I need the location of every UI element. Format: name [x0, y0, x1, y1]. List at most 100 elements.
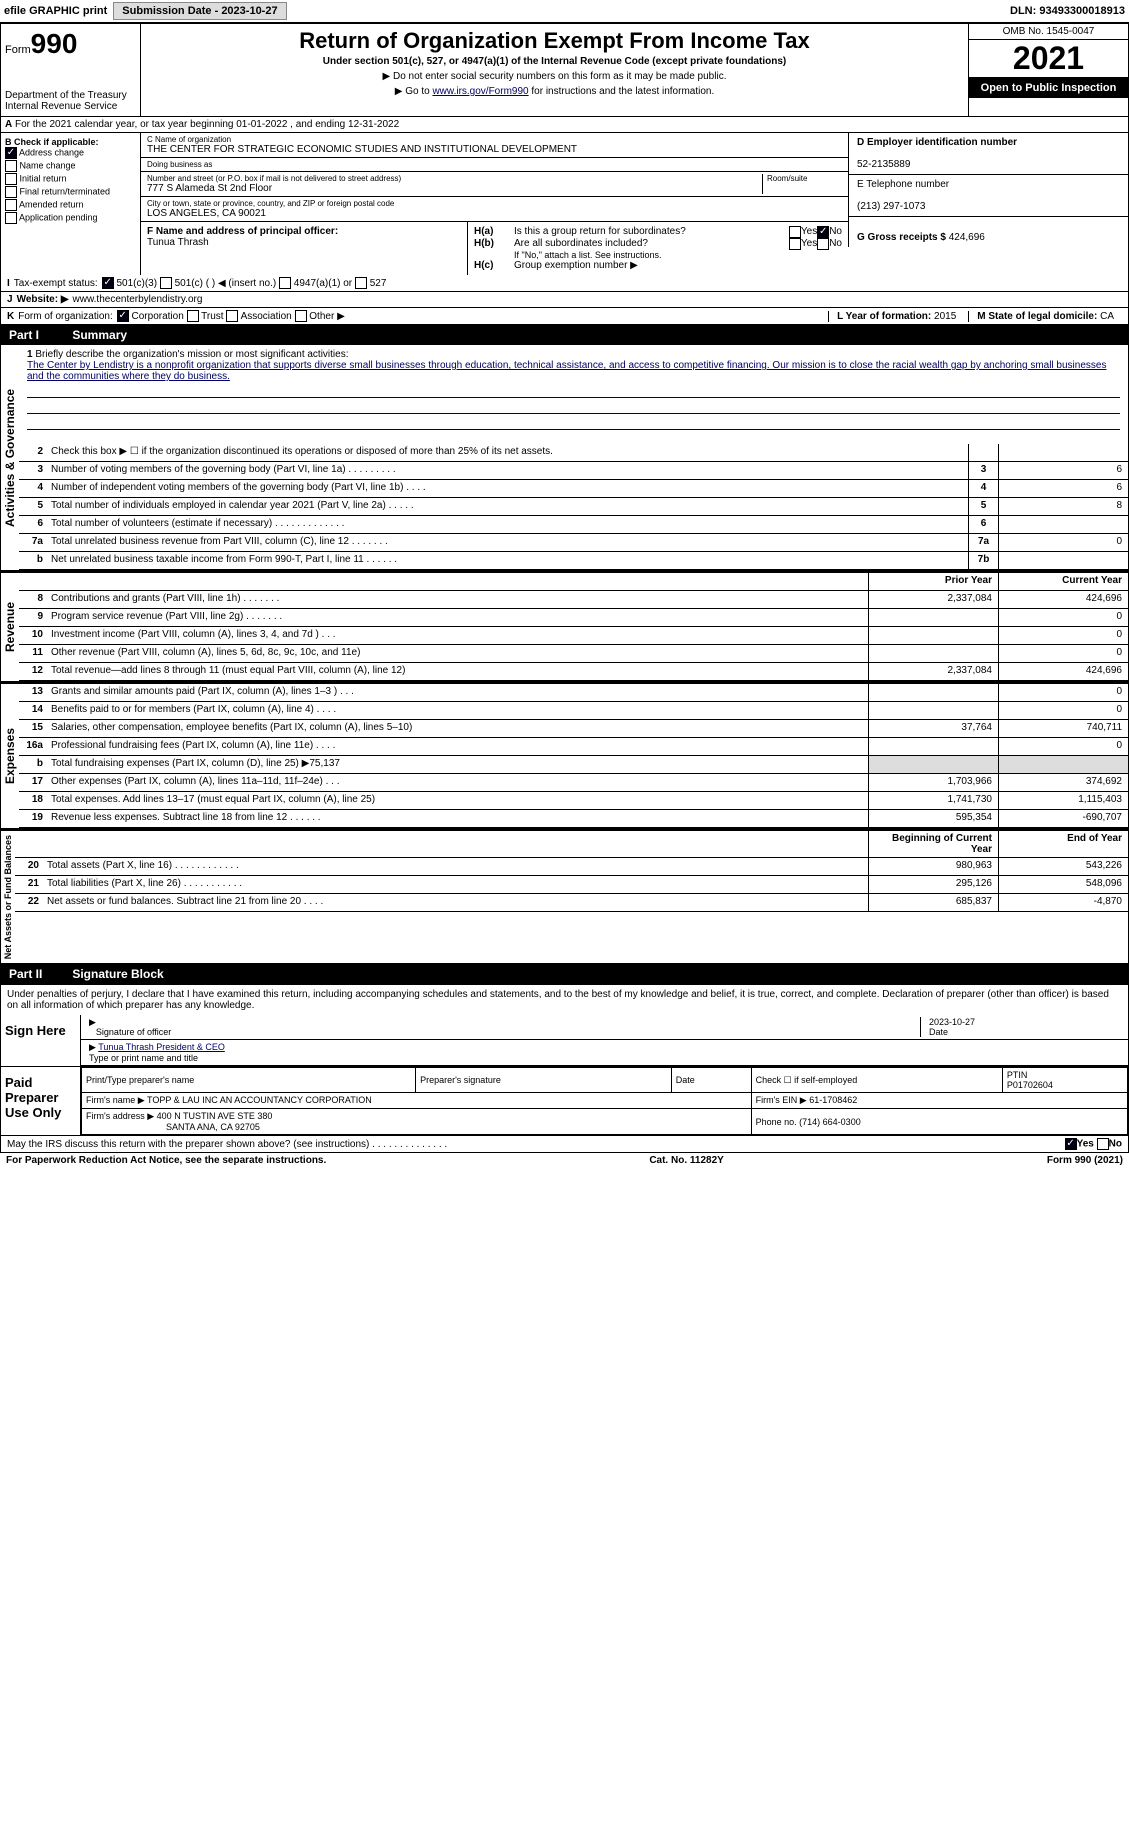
ha-no-checkbox[interactable]: ✓: [817, 226, 829, 238]
hb-note: If "No," attach a list. See instructions…: [474, 250, 842, 260]
dba-label: Doing business as: [147, 160, 842, 169]
gov-line-b: bNet unrelated business taxable income f…: [19, 552, 1128, 570]
form-org-opt[interactable]: Other ▶: [295, 311, 345, 322]
tax-status-opt[interactable]: 4947(a)(1) or: [279, 278, 355, 289]
ptin-cell: PTINP01702604: [1002, 1068, 1127, 1093]
header-right-col: OMB No. 1545-0047 2021 Open to Public In…: [968, 24, 1128, 116]
telephone-label: E Telephone number: [857, 179, 949, 190]
irs-link[interactable]: www.irs.gov/Form990: [432, 86, 528, 97]
yes-label-2: Yes: [801, 238, 817, 250]
revenue-label: Revenue: [1, 573, 19, 681]
ptin-label: PTIN: [1007, 1070, 1028, 1080]
identity-block: B Check if applicable: ✓ Address change …: [1, 133, 1128, 275]
dln-label: DLN: 93493300018913: [1010, 5, 1125, 17]
form-org-opt[interactable]: ✓ Corporation: [117, 311, 187, 322]
form-header: Form990 Department of the Treasury Inter…: [1, 24, 1128, 117]
telephone-box: E Telephone number (213) 297-1073: [848, 175, 1128, 217]
firm-ein: 61-1708462: [809, 1095, 857, 1105]
line-13: 13Grants and similar amounts paid (Part …: [19, 684, 1128, 702]
top-bar: efile GRAPHIC print Submission Date - 20…: [0, 0, 1129, 23]
sig-date-label: Date: [929, 1027, 948, 1037]
checkbox-amended-return[interactable]: Amended return: [5, 199, 136, 211]
org-name-label: C Name of organization: [147, 135, 842, 144]
print-name-label: Type or print name and title: [89, 1053, 198, 1063]
phone-value: (714) 664-0300: [799, 1117, 861, 1127]
firm-name: TOPP & LAU INC AN ACCOUNTANCY CORPORATIO…: [147, 1095, 372, 1105]
prior-year-header: Prior Year: [868, 573, 998, 590]
mission-block: 1 Briefly describe the organization's mi…: [19, 345, 1128, 444]
checkbox-application-pending[interactable]: Application pending: [5, 212, 136, 224]
ein-value: 52-2135889: [857, 159, 910, 170]
form-990-container: Form990 Department of the Treasury Inter…: [0, 23, 1129, 1153]
goto-pre: ▶ Go to: [395, 86, 433, 97]
activities-label: Activities & Governance: [1, 345, 19, 570]
checkbox-final-return-terminated[interactable]: Final return/terminated: [5, 186, 136, 198]
net-label: Net Assets or Fund Balances: [1, 831, 15, 963]
catalog-number: Cat. No. 11282Y: [649, 1155, 723, 1166]
line-18: 18Total expenses. Add lines 13–17 (must …: [19, 792, 1128, 810]
yes-label: Yes: [801, 226, 817, 238]
sign-here-label: Sign Here: [1, 1015, 81, 1066]
form-org-label: Form of organization:: [18, 311, 113, 322]
h-section: H(a)Is this a group return for subordina…: [468, 222, 848, 275]
checkbox-initial-return[interactable]: Initial return: [5, 173, 136, 185]
org-name-box: C Name of organization THE CENTER FOR ST…: [141, 133, 848, 158]
org-name: THE CENTER FOR STRATEGIC ECONOMIC STUDIE…: [147, 144, 842, 155]
tax-year: 2021: [969, 40, 1128, 78]
gov-line-3: 3Number of voting members of the governi…: [19, 462, 1128, 480]
line-8: 8Contributions and grants (Part VIII, li…: [19, 591, 1128, 609]
form-org-opt[interactable]: Trust: [187, 311, 227, 322]
preparer-table: Print/Type preparer's name Preparer's si…: [81, 1067, 1128, 1135]
line-14: 14Benefits paid to or for members (Part …: [19, 702, 1128, 720]
officer-box: F Name and address of principal officer:…: [141, 222, 468, 275]
triangle-icon-2: ▶: [89, 1042, 96, 1052]
line-16a: 16aProfessional fundraising fees (Part I…: [19, 738, 1128, 756]
part-ii-num: Part II: [9, 967, 69, 981]
col-b-checkboxes: B Check if applicable: ✓ Address change …: [1, 133, 141, 275]
row-a-tax-year: A For the 2021 calendar year, or tax yea…: [1, 117, 1128, 133]
mission-text: The Center by Lendistry is a nonprofit o…: [27, 360, 1106, 382]
tax-status-opt[interactable]: 527: [355, 278, 386, 289]
tax-status-opt[interactable]: 501(c) ( ) ◀ (insert no.): [160, 278, 279, 289]
hb-yes-checkbox[interactable]: [789, 238, 801, 250]
line-9: 9Program service revenue (Part VIII, lin…: [19, 609, 1128, 627]
checkbox-name-change[interactable]: Name change: [5, 160, 136, 172]
gov-line-2: 2Check this box ▶ ☐ if the organization …: [19, 444, 1128, 462]
ha-text: Is this a group return for subordinates?: [514, 226, 789, 238]
form-org-opt[interactable]: Association: [226, 311, 294, 322]
gross-label: G Gross receipts $: [857, 232, 946, 243]
tax-status-label: Tax-exempt status:: [14, 278, 98, 289]
officer-print-name: Tunua Thrash President & CEO: [98, 1042, 225, 1052]
discuss-no-checkbox[interactable]: [1097, 1138, 1109, 1150]
submission-date-button[interactable]: Submission Date - 2023-10-27: [113, 2, 286, 20]
discuss-yes-checkbox[interactable]: ✓: [1065, 1138, 1077, 1150]
form-number: 990: [31, 28, 78, 59]
prep-name-cell: Print/Type preparer's name: [82, 1068, 416, 1093]
hb-no-checkbox[interactable]: [817, 238, 829, 250]
header-left-col: Form990 Department of the Treasury Inter…: [1, 24, 141, 116]
tax-status-opt[interactable]: ✓ 501(c)(3): [102, 278, 160, 289]
mission-label: Briefly describe the organization's miss…: [35, 349, 348, 360]
gross-receipts-box: G Gross receipts $ 424,696: [848, 217, 1128, 247]
line-19: 19Revenue less expenses. Subtract line 1…: [19, 810, 1128, 828]
l-label: L Year of formation:: [837, 311, 931, 322]
address-value: 777 S Alameda St 2nd Floor: [147, 183, 762, 194]
address-box: Number and street (or P.O. box if mail i…: [141, 172, 848, 197]
city-value: LOS ANGELES, CA 90021: [147, 208, 842, 219]
hc-text: Group exemption number ▶: [514, 260, 638, 271]
instructions-link-line: ▶ Go to www.irs.gov/Form990 for instruct…: [149, 86, 960, 97]
firm-ein-label: Firm's EIN ▶: [756, 1095, 807, 1105]
tax-year-range: For the 2021 calendar year, or tax year …: [15, 119, 399, 130]
paperwork-notice: For Paperwork Reduction Act Notice, see …: [6, 1155, 326, 1166]
expenses-section: Expenses 13Grants and similar amounts pa…: [1, 683, 1128, 830]
form-title: Return of Organization Exempt From Incom…: [149, 28, 960, 54]
line-k-form-org: K Form of organization: ✓ Corporation Tr…: [1, 308, 1128, 326]
checkbox-address-change[interactable]: ✓ Address change: [5, 147, 136, 159]
line-j-website: J Website: ▶ www.thecenterbylendistry.or…: [1, 292, 1128, 308]
net-assets-section: Net Assets or Fund Balances Beginning of…: [1, 830, 1128, 965]
room-label: Room/suite: [767, 174, 842, 183]
line-22: 22Net assets or fund balances. Subtract …: [15, 894, 1128, 912]
marker-j: J: [7, 294, 13, 305]
line-21: 21Total liabilities (Part X, line 26) . …: [15, 876, 1128, 894]
ha-yes-checkbox[interactable]: [789, 226, 801, 238]
